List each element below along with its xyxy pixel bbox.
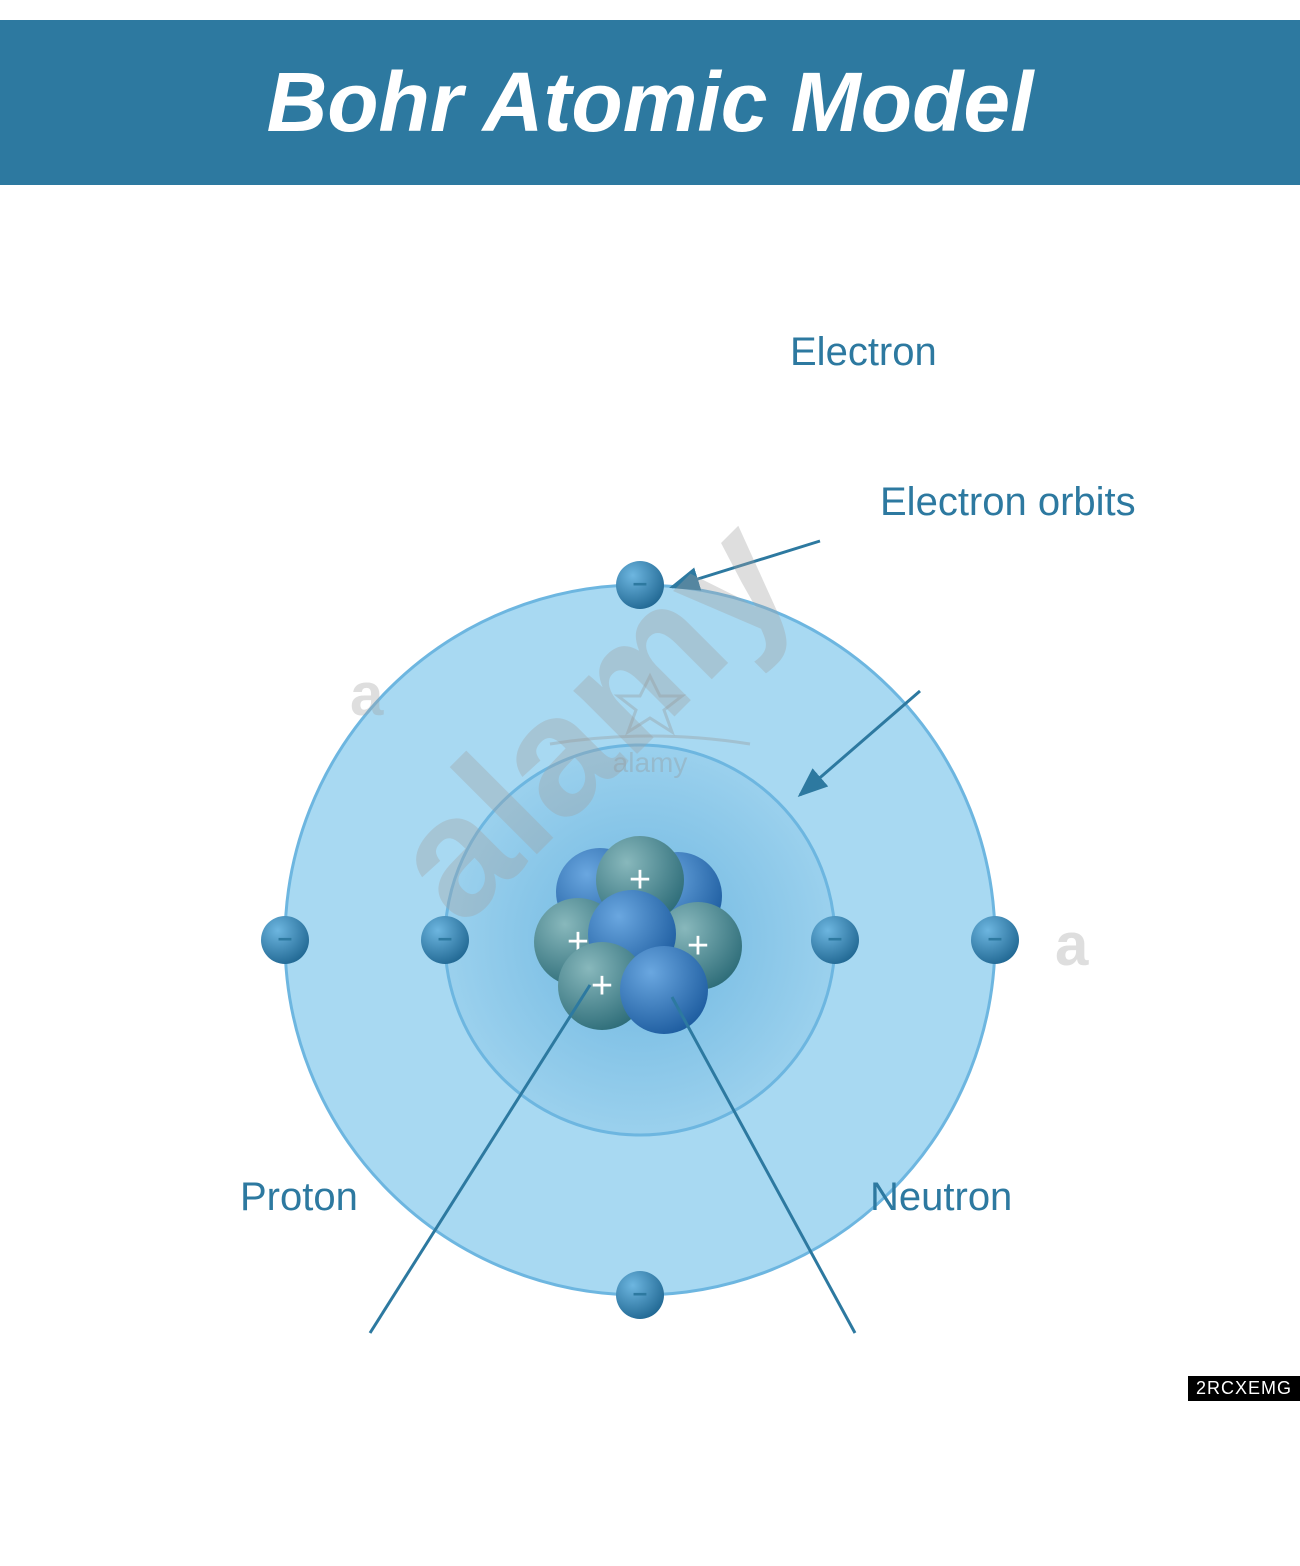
svg-text:–: –	[988, 922, 1002, 952]
electron-particle: –	[811, 916, 859, 964]
bohr-diagram: ++++ ––––––	[0, 185, 1300, 1566]
electron-particle: –	[616, 1271, 664, 1319]
svg-text:–: –	[633, 567, 647, 597]
title-bar: Bohr Atomic Model	[0, 20, 1300, 185]
electron-particle: –	[421, 916, 469, 964]
svg-text:+: +	[591, 965, 613, 1007]
label-electron: Electron	[790, 330, 937, 375]
page-title: Bohr Atomic Model	[267, 54, 1034, 151]
electron-particle: –	[261, 916, 309, 964]
label-electron-orbits: Electron orbits	[880, 480, 1136, 525]
svg-text:–: –	[633, 1277, 647, 1307]
svg-text:–: –	[278, 922, 292, 952]
electron-particle: –	[971, 916, 1019, 964]
image-id-sticker: 2RCXEMG	[1188, 1376, 1300, 1401]
neutron-particle	[620, 946, 708, 1034]
svg-text:–: –	[828, 922, 842, 952]
label-neutron: Neutron	[870, 1175, 1012, 1220]
label-proton: Proton	[240, 1175, 358, 1220]
svg-text:–: –	[438, 922, 452, 952]
electron-particle: –	[616, 561, 664, 609]
